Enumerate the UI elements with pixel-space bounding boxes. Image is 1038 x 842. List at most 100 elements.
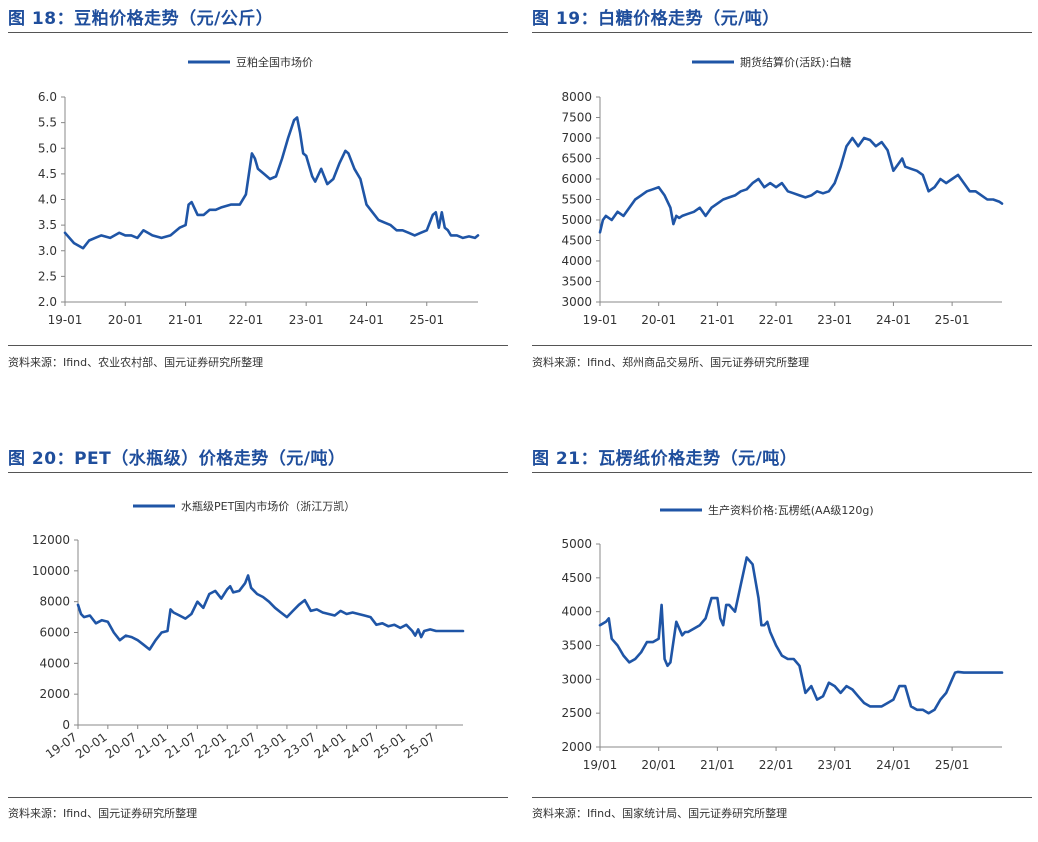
x-tick-label: 19-07 [43,730,80,761]
x-tick-label: 24-01 [876,313,911,327]
source-divider [532,797,1032,798]
legend-label: 生产资料价格:瓦楞纸(AA级120g) [708,503,874,517]
y-tick-label: 12000 [32,533,70,547]
source-divider [532,345,1032,346]
legend-label: 豆粕全国市场价 [236,55,313,69]
chart-svg-fig19: 期货结算价(活跃):白糖 8000 7500 7000 6500 6000 5500 5000… [561,55,1004,327]
x-tick-label: 22-01 [228,313,263,327]
x-tick-label: 21-01 [700,313,735,327]
x-tick-label: 25-01 [371,730,408,761]
x-tick-label: 24-01 [349,313,384,327]
y-tick-label: 3.5 [38,218,57,232]
y-tick-label: 3500 [561,639,592,653]
y-tick-label: 4000 [39,656,70,670]
x-tick-label: 21/01 [700,758,735,772]
x-tick-label: 21-07 [163,730,200,761]
y-tick-label: 5000 [561,213,592,227]
y-tick-label: 3000 [561,672,592,686]
y-tick-label: 5.5 [38,116,57,130]
chart-panel-fig19: 图 19：白糖价格走势（元/吨） 期货结算价(活跃):白糖 8000 7500 700… [532,2,1032,402]
title-divider [532,32,1032,33]
x-tick-label: 19-01 [48,313,83,327]
x-tick-label: 22-07 [222,730,259,761]
chart-title: 图 18：豆粕价格走势（元/公斤） [8,9,274,29]
x-tick-label: 20-01 [641,313,676,327]
y-tick-label: 6000 [39,626,70,640]
y-tick-label: 4000 [561,254,592,268]
title-divider [8,32,508,33]
chart-title: 图 21：瓦楞纸价格走势（元/吨） [532,449,798,469]
x-tick-label: 20-01 [73,730,110,761]
x-tick-label: 24-01 [312,730,349,761]
x-tick-label: 20-07 [103,730,140,761]
series-line [598,136,1004,234]
x-tick-label: 19/01 [583,758,618,772]
x-tick-label: 22-01 [759,313,794,327]
x-tick-label: 20-01 [108,313,143,327]
x-tick-label: 23/01 [817,758,852,772]
y-tick-label: 5.0 [38,141,57,155]
y-tick-label: 6500 [561,152,592,166]
y-tick-label: 4.5 [38,167,57,181]
chart-panel-fig18: 图 18：豆粕价格走势（元/公斤） 豆粕全国市场价 6.0 5.5 5.0 4.5 4.0… [8,2,508,402]
legend-label: 水瓶级PET国内市场价（浙江万凯） [181,499,355,513]
y-tick-label: 4500 [561,234,592,248]
x-tick-label: 23-01 [252,730,289,761]
source-note: 资料来源：Ifind、国元证券研究所整理 [8,807,198,820]
chart-panel-fig21: 图 21：瓦楞纸价格走势（元/吨） 生产资料价格:瓦楞纸(AA级120g) 500… [532,442,1032,842]
y-tick-label: 10000 [32,564,70,578]
x-tick-label: 22/01 [759,758,794,772]
y-tick-label: 3.0 [38,244,57,258]
y-tick-label: 2.0 [38,295,57,309]
source-note: 资料来源：Ifind、郑州商品交易所、国元证券研究所整理 [532,356,810,369]
y-tick-label: 2.5 [38,269,57,283]
y-tick-label: 3000 [561,295,592,309]
series-line [598,556,1004,715]
legend-label: 期货结算价(活跃):白糖 [740,55,851,69]
x-tick-label: 24/01 [876,758,911,772]
x-tick-label: 21-01 [168,313,203,327]
chart-title: 图 19：白糖价格走势（元/吨） [532,9,780,29]
x-tick-label: 23-01 [289,313,324,327]
chart-title: 图 20：PET（水瓶级）价格走势（元/吨） [8,449,346,469]
series-line [63,116,480,250]
y-tick-label: 7000 [561,131,592,145]
y-tick-label: 4000 [561,605,592,619]
source-note: 资料来源：Ifind、农业农村部、国元证券研究所整理 [8,356,264,369]
x-tick-label: 21-01 [133,730,170,761]
x-tick-label: 23-07 [282,730,319,761]
chart-svg-fig21: 生产资料价格:瓦楞纸(AA级120g) 5000 4500 4000 3500 3000 2… [561,503,1004,772]
chart-svg-fig20: 水瓶级PET国内市场价（浙江万凯） 12000 10000 8000 6000 4000 2… [32,499,465,761]
x-tick-label: 23-01 [817,313,852,327]
source-divider [8,345,508,346]
title-divider [8,472,508,473]
x-tick-label: 24-07 [342,730,379,761]
x-tick-label: 22-01 [192,730,229,761]
y-tick-label: 2000 [39,687,70,701]
source-note: 资料来源：Ifind、国家统计局、国元证券研究所整理 [532,807,788,820]
chart-panel-fig20: 图 20：PET（水瓶级）价格走势（元/吨） 水瓶级PET国内市场价（浙江万凯）… [8,442,508,842]
x-tick-label: 25-01 [409,313,444,327]
x-tick-label: 25/01 [935,758,970,772]
x-tick-label: 25-07 [401,730,438,761]
x-tick-label: 19-01 [583,313,618,327]
y-tick-label: 5500 [561,193,592,207]
y-tick-label: 2000 [561,740,592,754]
y-tick-label: 7500 [561,111,592,125]
y-tick-label: 8000 [561,90,592,104]
x-tick-label: 20/01 [641,758,676,772]
y-tick-label: 0 [62,718,70,732]
y-tick-label: 6000 [561,172,592,186]
y-tick-label: 5000 [561,537,592,551]
x-tick-label: 25-01 [935,313,970,327]
y-tick-label: 3500 [561,275,592,289]
y-tick-label: 8000 [39,595,70,609]
y-tick-label: 6.0 [38,90,57,104]
y-tick-label: 4500 [561,571,592,585]
series-line [76,574,465,651]
source-divider [8,797,508,798]
y-tick-label: 2500 [561,706,592,720]
y-tick-label: 4.0 [38,193,57,207]
title-divider [532,472,1032,473]
chart-svg-fig18: 豆粕全国市场价 6.0 5.5 5.0 4.5 4.0 3.5 3.0 2.5 2.0 19-01 2… [38,55,480,327]
